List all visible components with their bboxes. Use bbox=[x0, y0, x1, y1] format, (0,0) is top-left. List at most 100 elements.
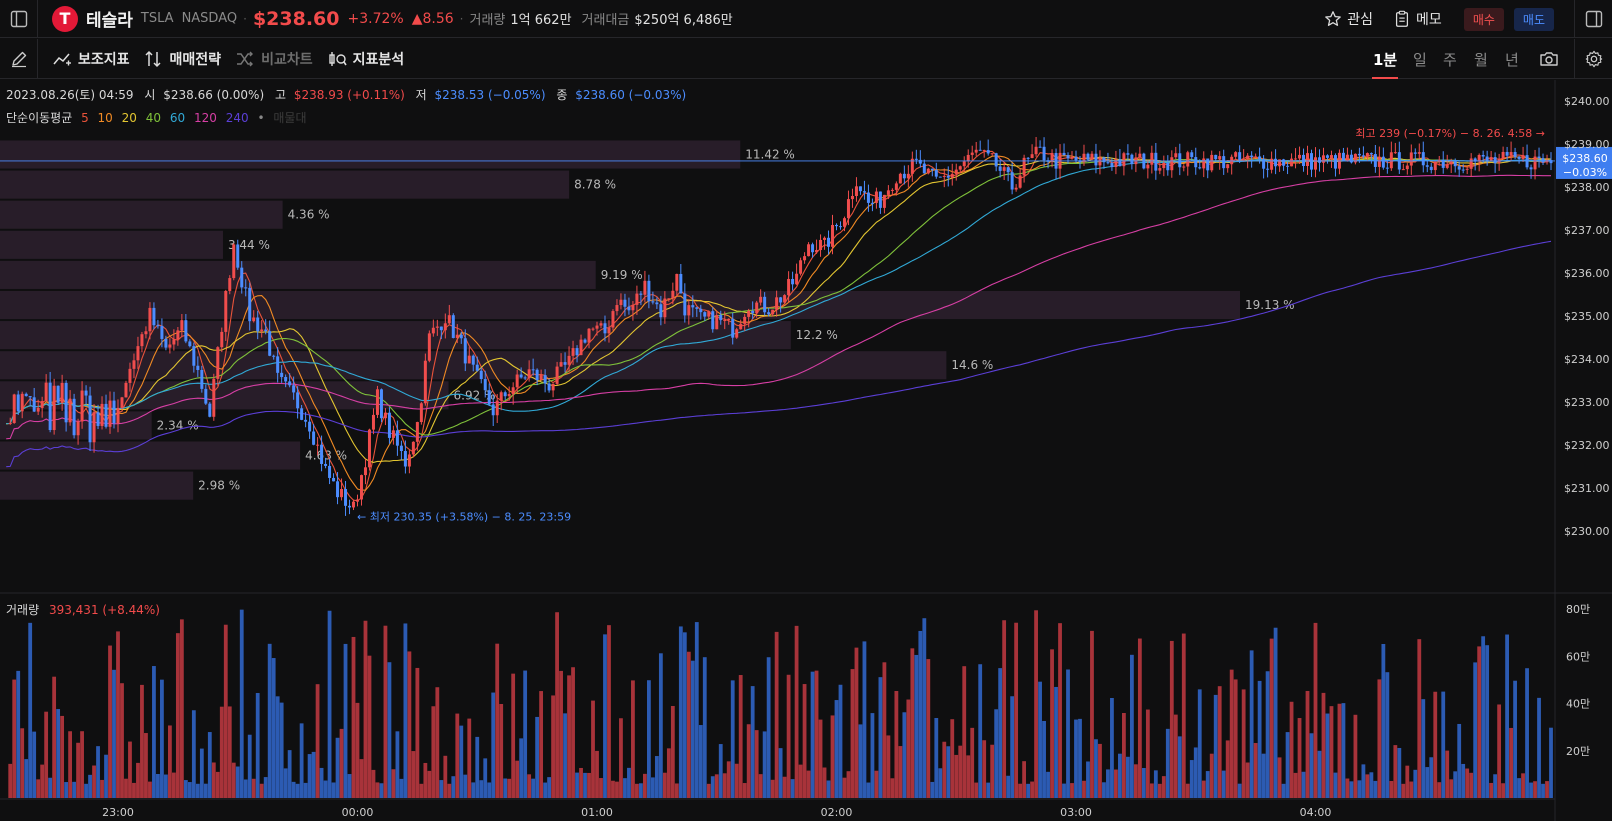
candle-body bbox=[1174, 153, 1178, 158]
volume-bar bbox=[183, 780, 188, 798]
candle-body bbox=[759, 296, 763, 303]
volume-bar bbox=[199, 748, 204, 798]
volume-bar bbox=[1054, 686, 1058, 798]
volume-bar bbox=[678, 626, 683, 798]
candle-body bbox=[894, 183, 898, 190]
price-chart[interactable]: 11.42 %8.78 %4.36 %3.44 %9.19 %19.13 %12… bbox=[0, 80, 1612, 821]
compare-button[interactable]: 비교차트 bbox=[235, 49, 313, 69]
ma-5-label: 5 bbox=[81, 111, 89, 125]
drawing-tool-icon[interactable] bbox=[0, 38, 38, 79]
candle-body bbox=[1206, 158, 1210, 171]
volume-bar bbox=[335, 737, 340, 798]
volume-bar bbox=[1277, 757, 1282, 798]
volume-bar bbox=[403, 623, 408, 798]
candle-body bbox=[220, 331, 224, 348]
volume-bar bbox=[571, 667, 575, 798]
candle-body bbox=[240, 267, 244, 288]
candle-body bbox=[1314, 157, 1317, 170]
candle-body bbox=[391, 430, 395, 438]
watch-button[interactable]: 관심 bbox=[1324, 9, 1373, 29]
volume-bar bbox=[1209, 753, 1214, 798]
candle-body bbox=[132, 360, 136, 369]
volume-bar bbox=[934, 718, 939, 798]
price-tick-0: $240.00 bbox=[1564, 95, 1610, 108]
candle-body bbox=[264, 329, 268, 332]
volume-legend-value: 393,431 (+8.44%) bbox=[48, 603, 160, 617]
candle-body bbox=[1246, 155, 1250, 160]
candle-body bbox=[527, 369, 531, 378]
volume-bar bbox=[1321, 692, 1326, 798]
candle-body bbox=[1325, 155, 1329, 158]
volume-bar bbox=[1269, 638, 1274, 798]
candle-body bbox=[28, 396, 32, 398]
candle-body bbox=[100, 403, 104, 426]
volume-bar bbox=[447, 783, 452, 798]
camera-icon[interactable] bbox=[1536, 39, 1562, 79]
candle-body bbox=[854, 186, 858, 197]
candle-body bbox=[707, 311, 711, 317]
volume-bar bbox=[315, 684, 320, 798]
volume-bar bbox=[12, 679, 17, 798]
volume-bar bbox=[579, 767, 583, 798]
candle-body bbox=[922, 163, 926, 174]
analysis-button[interactable]: 지표분석 bbox=[327, 49, 404, 69]
panel-toggle-right-icon[interactable] bbox=[1574, 0, 1612, 38]
candle-body bbox=[204, 388, 208, 404]
volume-bar bbox=[1205, 771, 1210, 798]
volume-bar bbox=[810, 671, 815, 798]
volume-bar bbox=[1237, 783, 1242, 798]
candle-body bbox=[443, 323, 447, 331]
candle-body bbox=[1393, 152, 1397, 154]
candle-body bbox=[1118, 159, 1122, 167]
candle-body bbox=[1226, 164, 1230, 169]
candle-body bbox=[1429, 166, 1433, 171]
candle-body bbox=[1214, 154, 1218, 160]
timeframe-1min-tab[interactable]: 1분 bbox=[1372, 39, 1399, 79]
volume-bar bbox=[1325, 713, 1330, 798]
volume-bar bbox=[635, 783, 639, 798]
candle-body bbox=[268, 331, 272, 356]
high-annotation: 최고 239 (−0.17%) − 8. 26. 4:58 → bbox=[1355, 127, 1545, 140]
timeframe-year-tab[interactable]: 년 bbox=[1505, 39, 1519, 79]
volume-bar bbox=[1493, 774, 1498, 798]
timeframe-week-tab[interactable]: 주 bbox=[1443, 39, 1457, 79]
candle-body bbox=[1210, 154, 1214, 171]
candle-body bbox=[200, 369, 204, 389]
volume-bar bbox=[383, 625, 388, 798]
ma-legend[interactable]: 단순이동평균 5 10 20 40 60 120 240 • 매물대 bbox=[6, 109, 306, 126]
volume-bar bbox=[986, 782, 991, 798]
sell-button[interactable]: 매도 bbox=[1513, 7, 1554, 31]
volume-bar bbox=[1425, 767, 1430, 798]
candle-body bbox=[811, 244, 815, 253]
volume-bar bbox=[798, 764, 803, 798]
candle-body bbox=[886, 190, 890, 195]
volume-bar bbox=[1385, 672, 1390, 798]
buy-button[interactable]: 매수 bbox=[1463, 7, 1504, 31]
candle-body bbox=[56, 385, 60, 403]
volume-bar bbox=[64, 782, 69, 798]
volume-bar bbox=[1129, 654, 1134, 798]
volume-bar bbox=[726, 761, 731, 798]
timeframe-day-tab[interactable]: 일 bbox=[1413, 39, 1427, 79]
candle-body bbox=[12, 394, 16, 423]
candle-body bbox=[507, 394, 511, 397]
strategy-button[interactable]: 매매전략 bbox=[144, 49, 221, 69]
candle-body bbox=[1469, 158, 1473, 169]
volume-profile-label-11: 2.98 % bbox=[198, 479, 240, 493]
candle-body bbox=[1298, 154, 1302, 159]
stock-name[interactable]: 테슬라 bbox=[86, 11, 133, 31]
volume-bar bbox=[1245, 762, 1250, 798]
candle-body bbox=[367, 429, 371, 468]
volume-bar bbox=[1521, 773, 1525, 798]
volume-bar bbox=[148, 781, 152, 798]
timeframe-month-tab[interactable]: 월 bbox=[1474, 39, 1488, 79]
candle-body bbox=[1158, 168, 1162, 171]
volume-bar bbox=[1185, 783, 1190, 798]
panel-toggle-left-icon[interactable] bbox=[0, 0, 38, 38]
ma-240-label: 240 bbox=[225, 111, 249, 125]
settings-gear-icon[interactable] bbox=[1574, 39, 1612, 79]
memo-button[interactable]: 메모 bbox=[1393, 9, 1442, 29]
volume-bar bbox=[1533, 781, 1537, 798]
volume-bar bbox=[1074, 719, 1078, 798]
indicators-button[interactable]: 보조지표 bbox=[52, 49, 130, 69]
